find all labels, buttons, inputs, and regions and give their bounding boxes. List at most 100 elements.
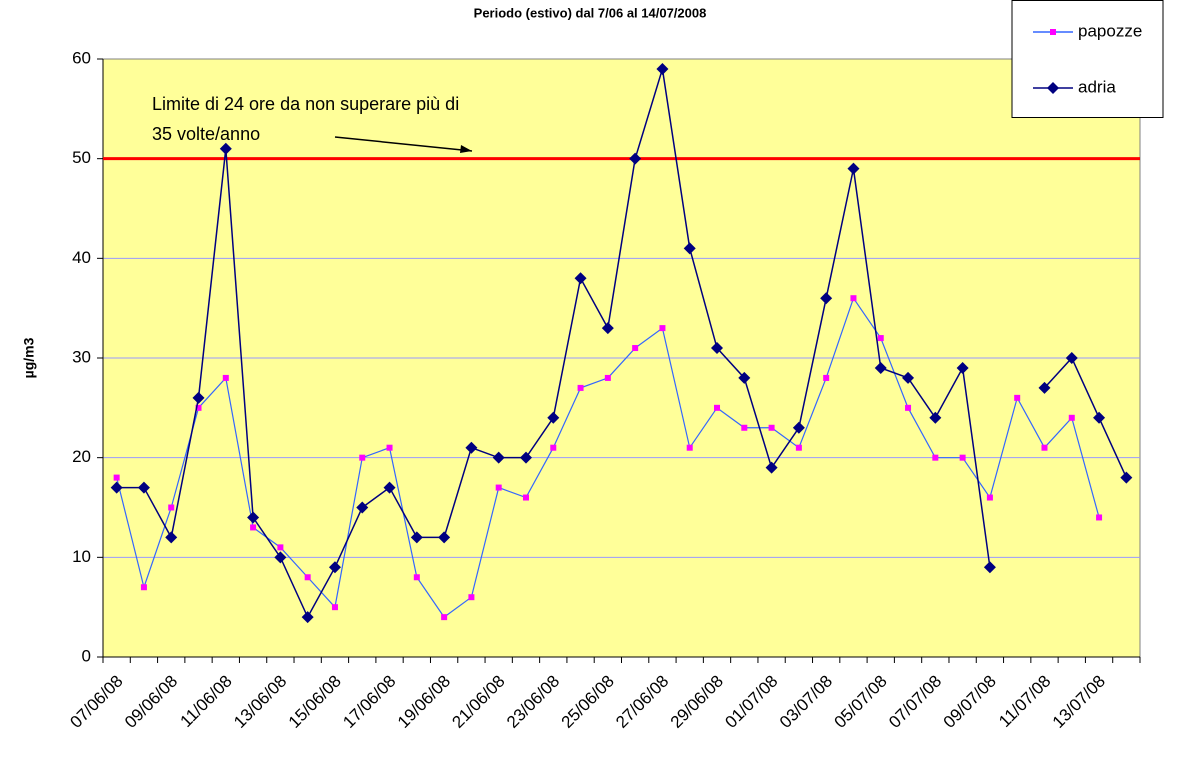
- data-point: [550, 444, 557, 451]
- arrow-head: [460, 145, 472, 153]
- data-point: [711, 342, 724, 355]
- annotation: 35 volte/anno: [152, 124, 260, 144]
- x-tick-label: 25/06/08: [558, 672, 618, 732]
- data-point: [383, 481, 396, 494]
- data-point: [956, 361, 969, 374]
- x-tick-label: 19/06/08: [394, 672, 454, 732]
- data-point: [274, 551, 287, 564]
- data-point: [468, 594, 475, 601]
- data-point: [359, 454, 366, 461]
- data-point: [1014, 394, 1021, 401]
- legend-label: papozze: [1078, 21, 1142, 40]
- data-point: [140, 584, 147, 591]
- data-point: [441, 614, 448, 621]
- data-point: [659, 325, 666, 332]
- data-point: [877, 335, 884, 342]
- data-point: [410, 531, 423, 544]
- data-point: [905, 404, 912, 411]
- x-tick-label: 01/07/08: [721, 672, 781, 732]
- data-point: [714, 404, 721, 411]
- x-tick-label: 13/07/08: [1049, 672, 1109, 732]
- data-point: [219, 142, 232, 155]
- data-point: [932, 454, 939, 461]
- y-tick-label: 60: [72, 48, 91, 67]
- data-point: [1041, 444, 1048, 451]
- data-point: [574, 272, 587, 285]
- data-point: [765, 461, 778, 474]
- legend-marker: [1047, 82, 1059, 94]
- x-tick-label: 09/07/08: [940, 672, 1000, 732]
- data-point: [301, 611, 314, 624]
- data-point: [137, 481, 150, 494]
- data-point: [874, 361, 887, 374]
- x-tick-label: 21/06/08: [448, 672, 508, 732]
- y-axis-label: µg/m3: [21, 337, 37, 378]
- data-point: [113, 474, 120, 481]
- data-point: [738, 371, 751, 384]
- y-tick-label: 0: [82, 646, 91, 665]
- data-point: [686, 444, 693, 451]
- x-tick-label: 15/06/08: [285, 672, 345, 732]
- data-point: [847, 162, 860, 175]
- x-tick-label: 07/06/08: [66, 672, 126, 732]
- data-point: [250, 524, 257, 531]
- x-tick-label: 11/06/08: [176, 672, 235, 731]
- legend-box: [1011, 0, 1164, 118]
- data-point: [683, 242, 696, 255]
- data-point: [247, 511, 260, 524]
- x-tick-label: 17/06/08: [339, 672, 399, 732]
- data-point: [465, 441, 478, 454]
- data-point: [328, 561, 341, 574]
- x-tick-label: 13/06/08: [230, 672, 290, 732]
- data-point: [1096, 514, 1103, 521]
- data-point: [601, 322, 614, 335]
- data-point: [492, 451, 505, 464]
- chart-title: Periodo (estivo) dal 7/06 al 14/07/2008: [474, 5, 707, 20]
- data-point: [795, 444, 802, 451]
- annotation-arrow: [334, 136, 473, 152]
- y-tick-label: 40: [72, 248, 91, 267]
- annotation: Limite di 24 ore da non superare più di: [152, 94, 459, 114]
- data-point: [577, 384, 584, 391]
- data-point: [902, 371, 915, 384]
- data-point: [168, 504, 175, 511]
- data-point: [495, 484, 502, 491]
- data-point: [356, 501, 369, 514]
- x-tick-label: 11/07/08: [995, 672, 1054, 731]
- y-tick-label: 10: [72, 547, 91, 566]
- data-point: [1065, 352, 1078, 364]
- data-point: [222, 374, 229, 381]
- data-point: [632, 345, 639, 352]
- data-point: [1068, 414, 1075, 421]
- data-point: [277, 544, 284, 551]
- data-point: [413, 574, 420, 581]
- x-tick-label: 03/07/08: [776, 672, 836, 732]
- x-tick-label: 29/06/08: [667, 672, 727, 732]
- legend-marker: [1050, 29, 1056, 35]
- y-tick-label: 50: [72, 148, 91, 167]
- data-point: [1093, 411, 1106, 424]
- data-point: [986, 494, 993, 501]
- legend-label: adria: [1078, 77, 1116, 96]
- data-point: [304, 574, 311, 581]
- data-point: [850, 295, 857, 302]
- data-point: [983, 561, 996, 574]
- x-tick-label: 05/07/08: [831, 672, 891, 732]
- x-tick-label: 27/06/08: [612, 672, 672, 732]
- data-point: [929, 411, 942, 424]
- x-tick-label: 07/07/08: [885, 672, 945, 732]
- data-point: [656, 62, 669, 75]
- data-point: [522, 494, 529, 501]
- y-tick-label: 20: [72, 447, 91, 466]
- y-tick-label: 30: [72, 347, 91, 366]
- x-tick-label: 09/06/08: [121, 672, 181, 732]
- data-point: [768, 424, 775, 431]
- data-point: [547, 411, 560, 424]
- data-point: [1120, 471, 1133, 484]
- data-point: [604, 374, 611, 381]
- data-point: [386, 444, 393, 451]
- legend: papozze adria: [1011, 0, 1164, 118]
- data-point: [331, 604, 338, 611]
- data-point: [192, 391, 205, 404]
